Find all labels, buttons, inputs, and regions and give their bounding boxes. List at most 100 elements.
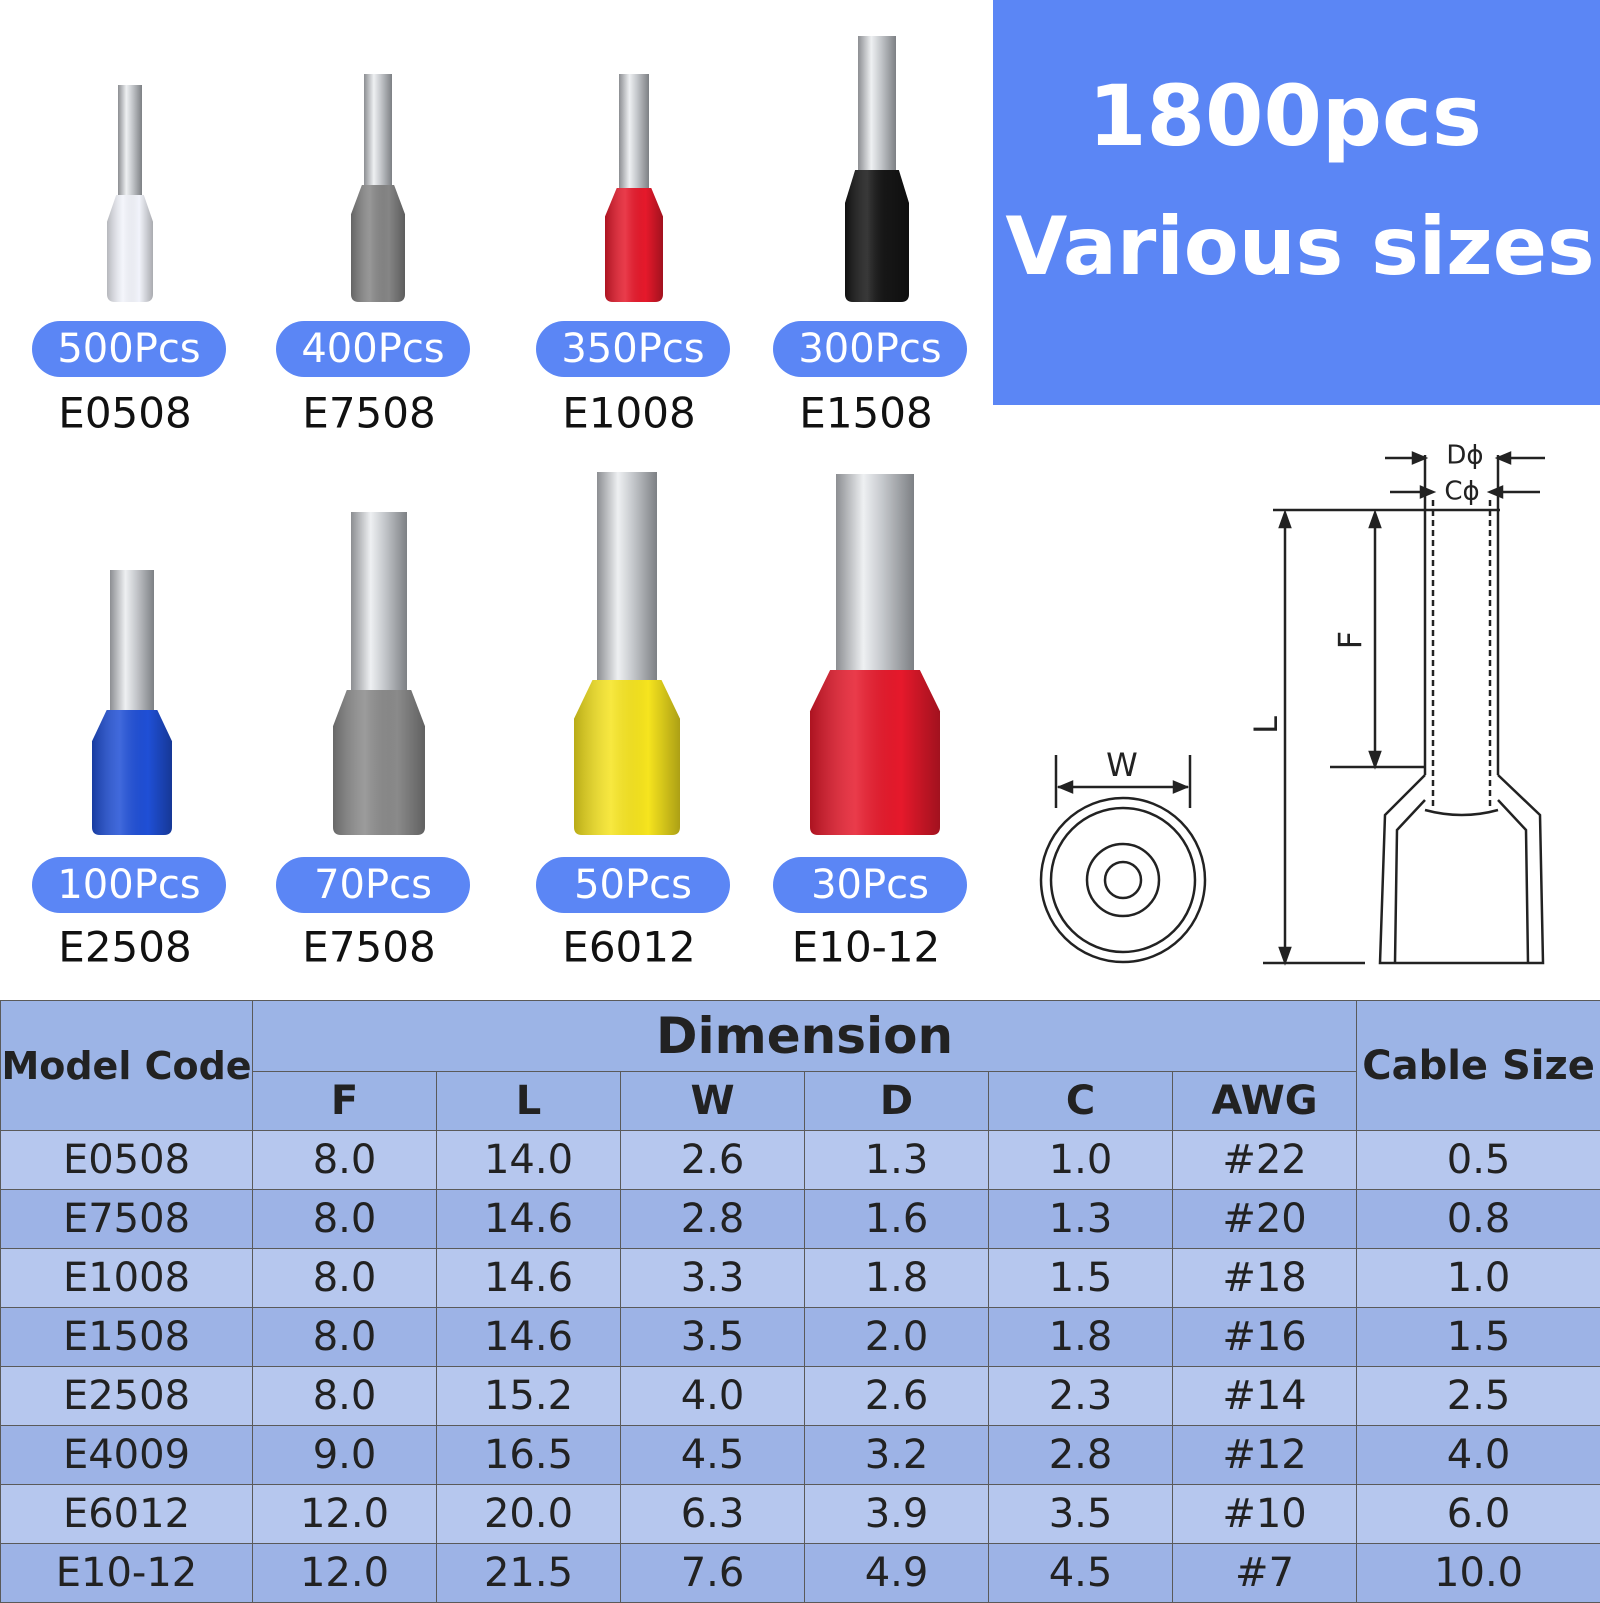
- table-cell: 1.5: [1357, 1308, 1600, 1367]
- table-cell: 2.6: [621, 1131, 805, 1190]
- ferrule-tube: [858, 36, 896, 190]
- count-label: 300Pcs: [798, 326, 941, 372]
- table-cell: 1.0: [1357, 1249, 1600, 1308]
- column-header: W: [621, 1072, 805, 1131]
- ferrule-shade: [605, 188, 663, 302]
- model-label: E1008: [562, 389, 695, 438]
- table-cell: 2.0: [805, 1308, 989, 1367]
- table-cell: 7.6: [621, 1544, 805, 1603]
- table-cell: E1008: [1, 1249, 253, 1308]
- count-label: 30Pcs: [811, 862, 929, 908]
- count-label: 400Pcs: [301, 326, 444, 372]
- table-cell: 10.0: [1357, 1544, 1600, 1603]
- ferrule-tube: [619, 74, 649, 208]
- table-cell: #10: [1173, 1485, 1357, 1544]
- dimension-label: Dϕ: [1446, 441, 1483, 471]
- table-cell: 14.6: [437, 1190, 621, 1249]
- ferrule-tube: [351, 512, 407, 710]
- table-cell: 6.3: [621, 1485, 805, 1544]
- table-cell: 16.5: [437, 1426, 621, 1485]
- count-label: 70Pcs: [314, 862, 432, 908]
- table-cell: #16: [1173, 1308, 1357, 1367]
- model-label: E10-12: [792, 923, 941, 972]
- dimension-label: Cϕ: [1444, 477, 1479, 507]
- table-cell: 12.0: [253, 1544, 437, 1603]
- ferrule-tube: [597, 472, 657, 700]
- count-label: 100Pcs: [57, 862, 200, 908]
- table-cell: 4.9: [805, 1544, 989, 1603]
- model-label: E2508: [58, 923, 191, 972]
- table-cell: 4.5: [621, 1426, 805, 1485]
- table-cell: 21.5: [437, 1544, 621, 1603]
- table-cell: 14.6: [437, 1308, 621, 1367]
- table-cell: #20: [1173, 1190, 1357, 1249]
- ferrule-shade: [810, 670, 940, 835]
- table-cell: 1.5: [989, 1249, 1173, 1308]
- table-cell: #22: [1173, 1131, 1357, 1190]
- table-cell: 8.0: [253, 1131, 437, 1190]
- table-cell: 0.8: [1357, 1190, 1600, 1249]
- table-cell: E4009: [1, 1426, 253, 1485]
- table-cell: 14.6: [437, 1249, 621, 1308]
- ferrule-shade: [351, 185, 405, 302]
- ferrule-tube: [836, 474, 914, 690]
- table-cell: 12.0: [253, 1485, 437, 1544]
- table-cell: 20.0: [437, 1485, 621, 1544]
- table-cell: E1508: [1, 1308, 253, 1367]
- column-header: C: [989, 1072, 1173, 1131]
- table-cell: 8.0: [253, 1249, 437, 1308]
- ferrule-tube: [110, 570, 154, 730]
- diagram: [1041, 453, 1545, 963]
- table-cell: 3.9: [805, 1485, 989, 1544]
- column-header: F: [253, 1072, 437, 1131]
- table-cell: 8.0: [253, 1190, 437, 1249]
- table-cell: 4.0: [621, 1367, 805, 1426]
- model-label: E0508: [58, 389, 191, 438]
- table-cell: E7508: [1, 1190, 253, 1249]
- ferrule-shade: [333, 690, 425, 835]
- table-cell: E10-12: [1, 1544, 253, 1603]
- table-cell: 4.0: [1357, 1426, 1600, 1485]
- count-label: 500Pcs: [57, 326, 200, 372]
- table-cell: 1.6: [805, 1190, 989, 1249]
- table-cell: #12: [1173, 1426, 1357, 1485]
- table-cell: 1.3: [805, 1131, 989, 1190]
- count-label: 50Pcs: [574, 862, 692, 908]
- banner-line: 1800pcs: [1088, 67, 1482, 165]
- column-header: AWG: [1173, 1072, 1357, 1131]
- table-cell: 2.8: [989, 1426, 1173, 1485]
- table-cell: #7: [1173, 1544, 1357, 1603]
- table-cell: 14.0: [437, 1131, 621, 1190]
- count-label: 350Pcs: [561, 326, 704, 372]
- dimension-label: L: [1247, 716, 1285, 734]
- table-cell: 1.0: [989, 1131, 1173, 1190]
- ferrule-shade: [845, 170, 909, 302]
- table-cell: 3.5: [621, 1308, 805, 1367]
- table-cell: 8.0: [253, 1308, 437, 1367]
- column-header: L: [437, 1072, 621, 1131]
- ferrule-shade: [107, 195, 153, 302]
- column-header: Model Code: [1, 1001, 253, 1131]
- table-cell: 2.5: [1357, 1367, 1600, 1426]
- table-cell: 2.3: [989, 1367, 1173, 1426]
- table-cell: 2.6: [805, 1367, 989, 1426]
- table-cell: 0.5: [1357, 1131, 1600, 1190]
- dimension-label: F: [1331, 631, 1369, 649]
- table-cell: E0508: [1, 1131, 253, 1190]
- model-label: E7508: [302, 923, 435, 972]
- table-cell: 3.5: [989, 1485, 1173, 1544]
- model-label: E7508: [302, 389, 435, 438]
- table-cell: E2508: [1, 1367, 253, 1426]
- column-header: Cable Size: [1357, 1001, 1600, 1131]
- group-header: Dimension: [253, 1001, 1357, 1072]
- table-cell: 8.0: [253, 1367, 437, 1426]
